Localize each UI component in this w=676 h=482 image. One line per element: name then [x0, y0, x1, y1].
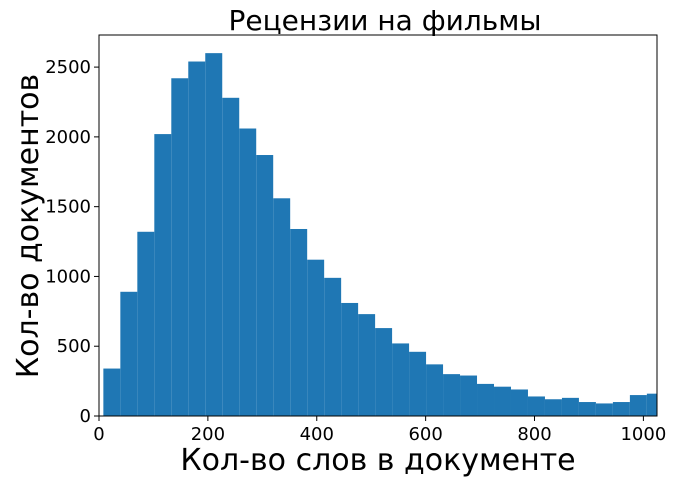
- y-tick-label: 2000: [45, 127, 91, 148]
- histogram-bar: [443, 374, 461, 416]
- histogram-bar: [290, 228, 308, 416]
- histogram-bar: [460, 375, 478, 416]
- histogram-bar: [154, 134, 172, 416]
- histogram-bar: [494, 386, 511, 416]
- y-tick-label: 1000: [45, 266, 91, 287]
- histogram-bar: [273, 198, 291, 416]
- histogram-bar: [324, 277, 342, 416]
- histogram-bar: [205, 53, 223, 416]
- x-tick-label: 1000: [620, 424, 666, 445]
- x-tick-label: 200: [191, 424, 225, 445]
- histogram-bar: [103, 368, 121, 416]
- x-tick-label: 400: [300, 424, 334, 445]
- histogram-bar: [426, 364, 444, 416]
- histogram-bar: [120, 291, 138, 416]
- x-tick-label: 0: [93, 424, 104, 445]
- y-axis-ticks: 0 500 1000 1500 2000 2500: [45, 57, 99, 427]
- x-axis-label: Кол-во слов в документе: [180, 443, 575, 478]
- histogram-bar: [544, 399, 562, 416]
- y-tick-label: 1500: [45, 197, 91, 218]
- histogram-bar: [561, 397, 579, 416]
- histogram-bar: [341, 302, 359, 416]
- y-tick-label: 2500: [45, 57, 91, 78]
- histogram-bar: [510, 389, 528, 416]
- histogram-bar: [595, 403, 613, 416]
- y-axis-label: Кол-во документов: [11, 74, 46, 378]
- histogram-bar: [409, 351, 427, 416]
- bars-group: [103, 53, 657, 417]
- histogram-bar: [612, 402, 630, 416]
- histogram-bar: [256, 155, 274, 416]
- y-tick-label: 0: [80, 406, 91, 427]
- y-tick-label: 500: [57, 336, 91, 357]
- histogram-bar: [392, 343, 410, 416]
- x-tick-label: 600: [408, 424, 442, 445]
- histogram-bar: [477, 383, 494, 416]
- histogram-bar: [646, 393, 657, 416]
- x-axis-ticks: 0 200 400 600 800 1000: [93, 416, 666, 445]
- histogram-bar: [222, 97, 240, 417]
- histogram-bar: [375, 328, 393, 416]
- axes-frame: [98, 34, 658, 417]
- histogram-bar: [527, 396, 545, 416]
- histogram-bar: [358, 314, 376, 416]
- histogram-bar: [188, 61, 206, 417]
- histogram-bar: [629, 395, 647, 416]
- histogram-bar: [307, 259, 325, 416]
- histogram-bar: [137, 231, 155, 416]
- histogram-bar: [578, 402, 596, 416]
- x-tick-label: 800: [517, 424, 551, 445]
- histogram-bar: [171, 78, 189, 416]
- histogram-bar: [239, 128, 257, 416]
- chart-title: Рецензии на фильмы: [228, 4, 541, 37]
